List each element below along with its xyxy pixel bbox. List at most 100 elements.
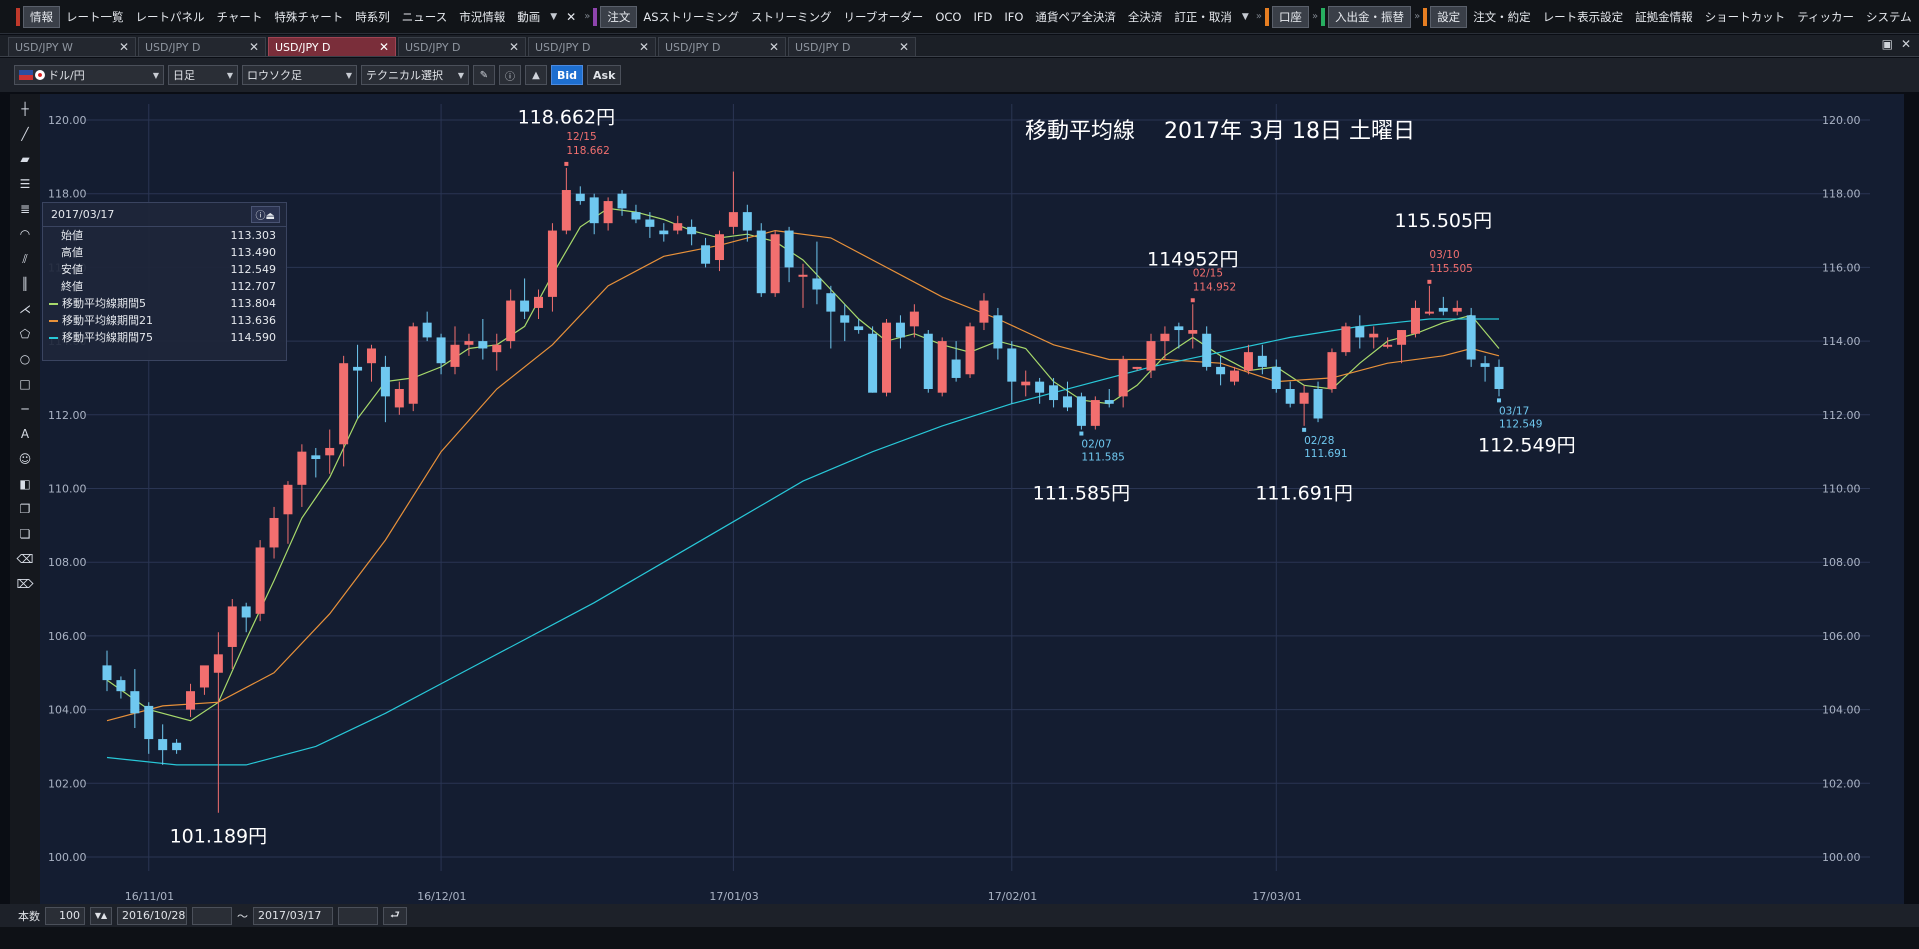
chart-tab[interactable]: USD/JPY D ✕ [398,37,526,56]
close-window-icon[interactable]: ✕ [1900,37,1911,51]
candle-body[interactable] [951,359,961,378]
maximize-icon[interactable]: ▣ [1881,37,1893,51]
candle-body[interactable] [366,348,376,364]
candle-body[interactable] [1494,366,1504,390]
candle-body[interactable] [1216,366,1226,375]
candle-body[interactable] [1007,348,1017,382]
candle-body[interactable] [1132,366,1142,369]
chart-tab[interactable]: USD/JPY D ✕ [528,37,656,56]
menu-item[interactable]: ストリーミング [751,9,832,24]
bid-button[interactable]: Bid [551,65,584,85]
menu-item[interactable]: IFO [1004,9,1024,24]
period-select[interactable]: 日足 ▼ [168,65,238,85]
menu-item[interactable]: 注文・約定 [1473,9,1531,24]
candle-body[interactable] [895,322,905,338]
candle-body[interactable] [673,223,683,231]
candle-body[interactable] [199,665,209,688]
menu-overflow-icon[interactable]: ▼ [1241,11,1249,22]
menu-item[interactable]: システム [1866,9,1912,24]
menu-item[interactable]: 通貨ペア全決済 [1035,9,1116,24]
candle-body[interactable] [1299,392,1309,404]
apply-range-button[interactable]: ⮐ [383,906,407,925]
chart-tab[interactable]: USD/JPY D ✕ [788,37,916,56]
candle-body[interactable] [1243,352,1253,371]
channel-tool[interactable]: ☰ [14,173,36,195]
menu-item[interactable]: ショートカット [1704,9,1786,24]
cycle-lines-tool[interactable]: ║ [14,273,36,295]
candle-body[interactable] [422,322,432,338]
ask-button[interactable]: Ask [587,65,622,85]
candle-body[interactable] [158,739,168,751]
menu-item[interactable]: 入出金・振替 [1328,5,1412,28]
technical-select[interactable]: テクニカル選択 ▼ [361,65,469,85]
rectangle-tool[interactable]: □ [14,373,36,395]
chart-canvas[interactable]: 120.00120.00118.00118.00116.00116.00114.… [40,94,1904,904]
candle-body[interactable] [213,654,223,673]
menu-item[interactable]: 設定 [1430,5,1468,28]
candle-body[interactable] [812,278,822,290]
candle-body[interactable] [102,665,112,681]
candle-body[interactable] [1090,400,1100,426]
candle-body[interactable] [269,517,279,548]
candle-body[interactable] [993,315,1003,349]
candle-body[interactable] [770,234,780,294]
fibonacci-tool[interactable]: ≣ [14,198,36,220]
delete-selected-tool[interactable]: ◧ [14,473,36,495]
chart-style-select[interactable]: ロウソク足 ▼ [242,65,357,85]
circle-tool[interactable]: ○ [14,348,36,370]
candle-body[interactable] [1062,396,1072,408]
candle-body[interactable] [784,230,794,268]
candle-body[interactable] [645,219,655,227]
candle-body[interactable] [227,606,237,647]
candle-body[interactable] [1202,333,1212,367]
candle-body[interactable] [130,691,140,714]
bar-count-stepper[interactable]: ▼▲ [90,906,112,925]
menu-item[interactable]: IFD [973,9,993,24]
menu-item[interactable]: レート一覧 [66,9,124,24]
candle-body[interactable] [534,296,544,308]
candle-body[interactable] [840,315,850,323]
candle-body[interactable] [144,705,154,740]
close-tab-icon[interactable]: ✕ [898,40,909,54]
candle-body[interactable] [464,341,474,345]
candle-body[interactable] [756,230,766,294]
menu-item[interactable]: ニュース [401,9,448,24]
close-tab-icon[interactable]: ✕ [248,40,259,54]
candle-body[interactable] [116,680,126,692]
to-date-input[interactable]: 2017/03/17 [253,906,333,925]
candle-body[interactable] [450,344,460,367]
menu-item[interactable]: 特殊チャート [274,9,344,24]
pitchfork-tool[interactable]: ⋌ [14,298,36,320]
menu-item[interactable]: 情報 [23,5,60,28]
candle-body[interactable] [1383,344,1393,347]
fib-arc-tool[interactable]: ◠ [14,223,36,245]
candle-body[interactable] [1466,315,1476,360]
candle-body[interactable] [394,389,404,408]
close-tab-icon[interactable]: ✕ [508,40,519,54]
panel-toggle-button[interactable]: ⓘ⏏ [250,206,280,223]
trendline-tool[interactable]: ╱ [14,123,36,145]
menu-item[interactable]: OCO [935,9,962,24]
candle-body[interactable] [241,606,251,618]
candle-body[interactable] [1327,352,1337,390]
candle-body[interactable] [728,212,738,227]
candle-body[interactable] [436,337,446,364]
menu-item[interactable]: ティッカー [1797,9,1854,24]
candle-body[interactable] [520,300,530,312]
candle-body[interactable] [1257,355,1267,367]
copy-tool[interactable]: ❐ [14,498,36,520]
crosshair-tool[interactable]: ┼ [14,98,36,120]
currency-pair-select[interactable]: ドル/円 ▼ [14,65,164,85]
candle-body[interactable] [1146,341,1156,371]
chart-tab[interactable]: USD/JPY D ✕ [138,37,266,56]
candle-body[interactable] [1174,326,1184,331]
candle-body[interactable] [854,326,864,331]
candle-body[interactable] [1160,333,1170,342]
candle-body[interactable] [868,333,878,393]
candle-body[interactable] [923,333,933,390]
ruler-tool[interactable]: ▰ [14,148,36,170]
draw-pen-button[interactable]: ✎ [473,65,495,85]
candle-body[interactable] [1118,359,1128,397]
from-date-input[interactable]: 2016/10/28 [117,906,187,925]
candle-body[interactable] [186,691,196,710]
